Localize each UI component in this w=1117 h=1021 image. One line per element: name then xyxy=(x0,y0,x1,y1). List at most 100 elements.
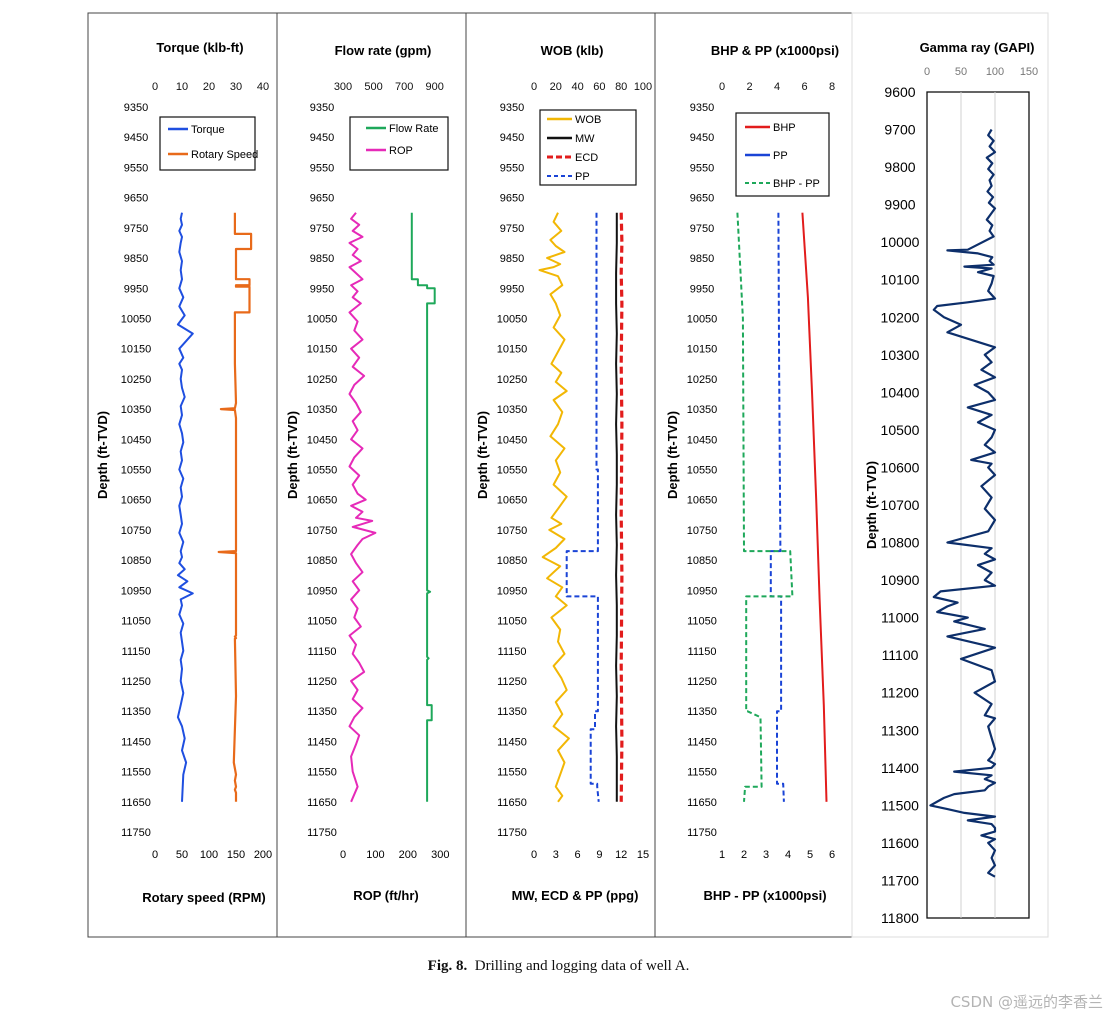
top-axis-tick-label: 10 xyxy=(176,81,188,93)
figure-canvas: Torque (klb-ft) Flow rate (gpm) WOB (klb… xyxy=(87,12,1049,938)
figure-caption: Fig. 8. Drilling and logging data of wel… xyxy=(0,958,1117,975)
top-axis-tick-label: 6 xyxy=(801,81,807,93)
depth-tick-label: 11350 xyxy=(307,706,337,718)
legend-flow-rop: Flow Rate ROP xyxy=(349,116,449,171)
depth-tick-label: 10250 xyxy=(687,374,718,386)
top-axis-tick-label: 50 xyxy=(955,66,967,78)
depth-tick-label: 9550 xyxy=(690,162,714,174)
depth-tick-label: 11250 xyxy=(687,676,717,688)
depth-tick-label: 10250 xyxy=(121,374,152,386)
depth-tick-label: 10400 xyxy=(881,384,920,400)
legend-text-rotary-speed: Rotary Speed xyxy=(191,149,258,161)
depth-tick-label: 9850 xyxy=(690,253,714,265)
bottom-axis-tick-label: 1 xyxy=(719,849,725,861)
legend-text-bhp-pp: BHP - PP xyxy=(773,178,820,190)
depth-tick-label: 9850 xyxy=(124,253,148,265)
top-axis-tick-label: 4 xyxy=(774,81,780,93)
panel-frame-5 xyxy=(851,12,1049,938)
watermark: CSDN @遥远的李香兰 xyxy=(950,993,1103,1011)
depth-tick-label: 11600 xyxy=(881,835,919,851)
gamma-ray-plot: 9600 9700 9800 9900 10000 10100 10200 10300 1040… xyxy=(881,66,1039,926)
depth-tick-label: 11350 xyxy=(687,706,717,718)
legend-text-flow-rate: Flow Rate xyxy=(389,123,439,135)
depth-tick-label: 9600 xyxy=(884,84,915,100)
depth-tick-label: 10000 xyxy=(881,234,920,250)
depth-tick-label: 11750 xyxy=(121,827,151,839)
flow-rate-title: Flow rate (gpm) xyxy=(335,43,432,58)
depth-tick-label: 9650 xyxy=(500,193,524,205)
bottom-axis-tick-label: 12 xyxy=(615,849,627,861)
depth-tick-label: 10950 xyxy=(121,585,152,597)
depth-tick-label: 9750 xyxy=(690,223,714,235)
depth-tick-label: 11650 xyxy=(307,797,337,809)
legend-text-mw: MW xyxy=(575,133,595,145)
top-axis-tick-label: 100 xyxy=(634,81,652,93)
series-flow-rate xyxy=(410,212,436,802)
depth-tick-label: 11300 xyxy=(881,722,919,738)
depth-tick-label: 11050 xyxy=(121,616,151,628)
depth-tick-label: 10850 xyxy=(497,555,528,567)
depth-tick-label: 9450 xyxy=(124,132,148,144)
depth-tick-label: 10250 xyxy=(497,374,528,386)
depth-tick-label: 11450 xyxy=(307,736,337,748)
depth-axis-label-2: Depth (ft-TVD) xyxy=(285,411,300,499)
depth-tick-label: 9950 xyxy=(690,283,714,295)
depth-tick-label: 11050 xyxy=(497,616,527,628)
depth-tick-label: 11100 xyxy=(882,647,919,663)
wob-mw-plot: 9350 9450 9550 9650 9750 9850 9950 10050 10150 10… xyxy=(497,81,652,861)
top-axis-tick-label: 2 xyxy=(746,81,752,93)
depth-tick-label: 10650 xyxy=(687,495,718,507)
depth-tick-label: 10350 xyxy=(497,404,528,416)
depth-tick-label: 11750 xyxy=(497,827,527,839)
depth-tick-label: 10050 xyxy=(121,313,152,325)
depth-tick-label: 11500 xyxy=(881,797,919,813)
depth-tick-label: 10350 xyxy=(307,404,338,416)
depth-tick-label: 9700 xyxy=(884,122,915,138)
depth-tick-label: 10250 xyxy=(307,374,338,386)
top-axis-tick-label: 300 xyxy=(334,81,352,93)
depth-tick-label: 11200 xyxy=(881,685,919,701)
depth-tick-label: 10850 xyxy=(687,555,718,567)
legend-text-pp-line: PP xyxy=(773,150,788,162)
depth-tick-label: 9950 xyxy=(124,283,148,295)
depth-tick-label: 10850 xyxy=(121,555,152,567)
top-axis-tick-label: 500 xyxy=(364,81,382,93)
depth-tick-label: 9550 xyxy=(500,162,524,174)
bhp-pp-plot: 9350945095509650975098509950100501015010… xyxy=(687,81,835,861)
top-axis-tick-label: 80 xyxy=(615,81,627,93)
depth-tick-label: 11800 xyxy=(881,910,919,926)
depth-tick-label: 9450 xyxy=(310,132,334,144)
depth-tick-label: 10450 xyxy=(497,434,528,446)
bottom-axis-tick-label: 200 xyxy=(254,849,272,861)
depth-tick-label: 9800 xyxy=(884,159,915,175)
depth-tick-label: 10550 xyxy=(307,465,338,477)
torque-rpm-plot: 9350945095509650975098509950100501015010… xyxy=(121,81,272,861)
depth-tick-label: 9750 xyxy=(310,223,334,235)
depth-tick-label: 10050 xyxy=(687,313,718,325)
depth-tick-label: 10750 xyxy=(497,525,528,537)
legend-text-torque: Torque xyxy=(191,124,225,136)
depth-tick-label: 11650 xyxy=(687,797,717,809)
gamma-plot-frame xyxy=(926,91,1030,919)
depth-tick-label: 9750 xyxy=(500,223,524,235)
depth-tick-label: 11400 xyxy=(881,760,919,776)
depth-tick-label: 11000 xyxy=(881,610,919,626)
depth-tick-label: 11650 xyxy=(121,797,151,809)
depth-tick-label: 10850 xyxy=(307,555,338,567)
depth-tick-label: 11550 xyxy=(307,767,337,779)
legend-text-wob: WOB xyxy=(575,114,601,126)
series-bhp-pp xyxy=(736,212,794,802)
depth-tick-label: 10050 xyxy=(307,313,338,325)
depth-tick-label: 10700 xyxy=(881,497,920,513)
caption-label: Fig. 8. xyxy=(427,958,468,974)
bottom-axis-tick-label: 100 xyxy=(366,849,384,861)
torque-title: Torque (klb-ft) xyxy=(156,40,243,55)
depth-tick-label: 10650 xyxy=(497,495,528,507)
bottom-axis-tick-label: 2 xyxy=(741,849,747,861)
rop-axis-label: ROP (ft/hr) xyxy=(353,888,418,903)
depth-axis-label-5: Depth (ft-TVD) xyxy=(864,461,879,549)
series-torque xyxy=(176,212,194,802)
depth-tick-label: 10950 xyxy=(687,585,718,597)
depth-tick-label: 9750 xyxy=(124,223,148,235)
depth-tick-label: 10150 xyxy=(687,344,718,356)
